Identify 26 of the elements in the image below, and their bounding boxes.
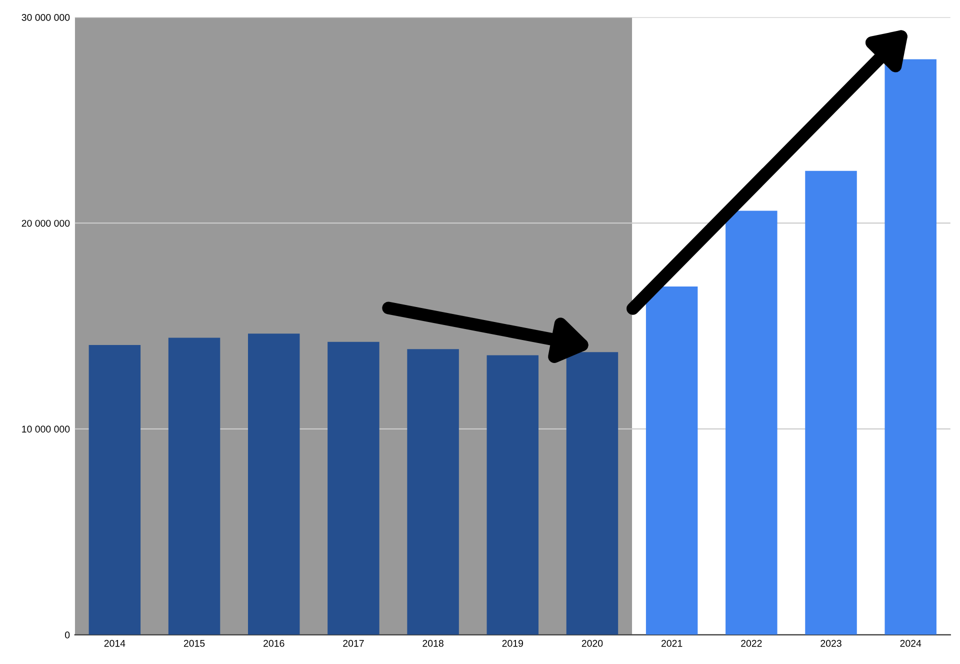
y-tick-label: 30 000 000 xyxy=(22,14,70,21)
y-tick-label: 0 xyxy=(64,632,70,638)
x-tick-label: 2022 xyxy=(741,640,762,647)
bar xyxy=(168,338,220,635)
bar xyxy=(566,352,618,635)
y-tick-label: 20 000 000 xyxy=(22,220,70,227)
x-tick-label: 2018 xyxy=(422,640,444,647)
x-tick-label: 2020 xyxy=(582,640,603,647)
bar xyxy=(407,349,459,635)
x-tick-label: 2014 xyxy=(104,640,126,647)
bar xyxy=(805,170,857,635)
y-tick-label: 10 000 000 xyxy=(22,426,70,433)
bar xyxy=(486,355,539,635)
x-tick-label: 2017 xyxy=(343,640,364,647)
bar xyxy=(88,344,141,635)
x-tick-label: 2016 xyxy=(264,640,284,647)
x-tick-label: 2023 xyxy=(820,640,842,647)
x-tick-label: 2024 xyxy=(900,640,922,647)
bar xyxy=(884,59,936,635)
bar xyxy=(328,342,380,635)
x-tick-label: 2015 xyxy=(184,640,205,647)
x-tick-label: 2021 xyxy=(662,640,682,647)
bar xyxy=(248,334,300,635)
bar xyxy=(726,210,778,635)
bar xyxy=(646,286,698,635)
x-tick-label: 2019 xyxy=(502,640,523,647)
